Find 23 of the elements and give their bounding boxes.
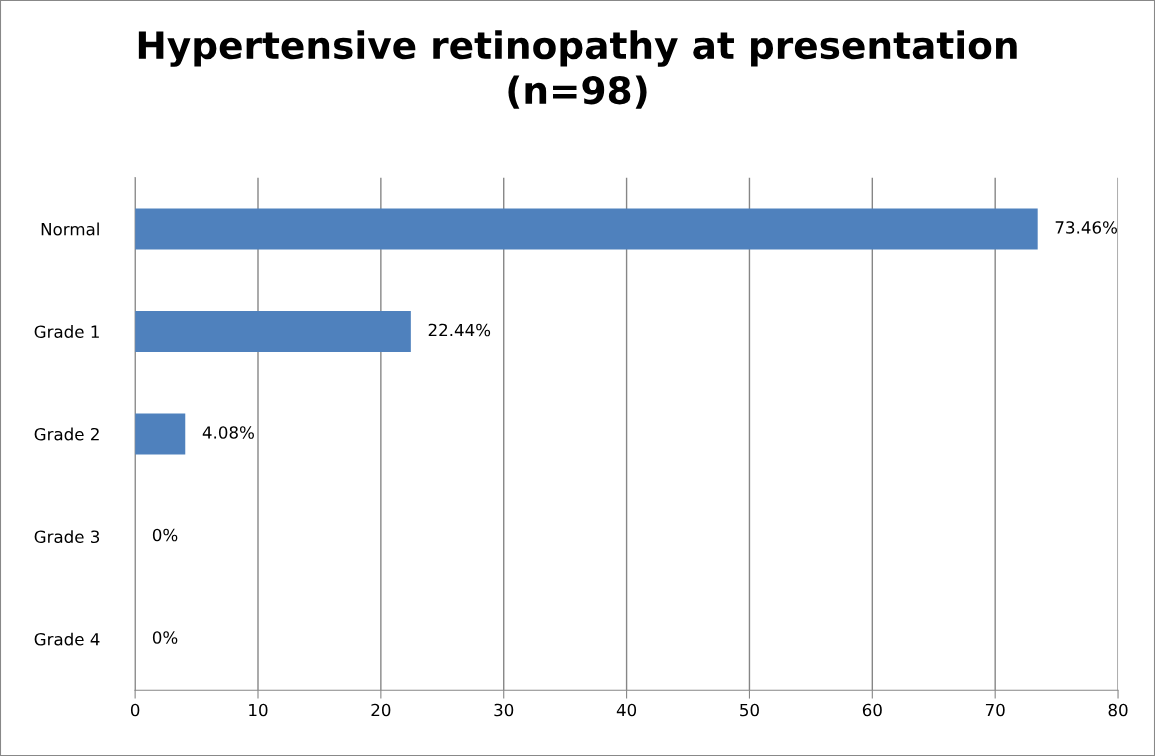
x-tick-label: 40 bbox=[616, 703, 637, 717]
x-tick-label: 30 bbox=[494, 703, 514, 717]
chart-title: Hypertensive retinopathy at presentation (n=98) bbox=[138, 30, 1017, 109]
x-tick-label: 50 bbox=[740, 703, 759, 717]
y-tick-label: Normal bbox=[41, 222, 99, 236]
x-tick-label: 80 bbox=[1108, 703, 1128, 717]
y-tick-label: Grade 4 bbox=[34, 632, 100, 646]
data-label: 0% bbox=[152, 631, 178, 644]
data-label: 22.44% bbox=[428, 323, 491, 337]
bar bbox=[135, 208, 1038, 250]
data-label: 0% bbox=[152, 528, 178, 542]
bar bbox=[135, 413, 186, 455]
x-tick-label: 60 bbox=[862, 703, 882, 717]
y-tick-label: Grade 3 bbox=[34, 530, 100, 544]
x-tick-label: 10 bbox=[249, 703, 268, 717]
x-tick-label: 70 bbox=[985, 703, 1005, 717]
x-tick-label: 0 bbox=[130, 703, 140, 717]
bar bbox=[135, 310, 411, 352]
y-tick-label: Grade 2 bbox=[34, 427, 99, 441]
data-label: 4.08% bbox=[202, 426, 254, 439]
y-tick-label: Grade 1 bbox=[34, 325, 99, 338]
x-tick-label: 20 bbox=[371, 703, 391, 717]
data-label: 73.46% bbox=[1055, 221, 1117, 234]
